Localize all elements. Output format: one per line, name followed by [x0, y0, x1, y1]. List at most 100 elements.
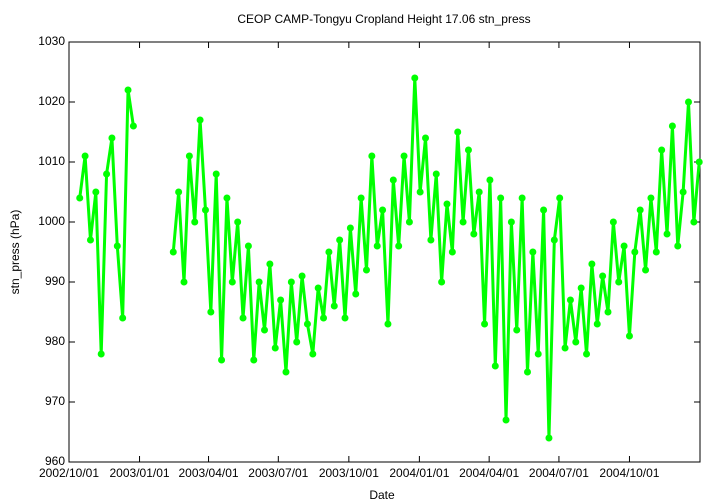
data-point [599, 272, 607, 280]
x-tick-label: 2003/01/01 [110, 466, 170, 480]
data-point [362, 266, 370, 274]
y-tick-label: 1010 [38, 154, 65, 168]
plot-frame [68, 41, 701, 463]
data-point [395, 242, 403, 250]
data-point [566, 296, 574, 304]
data-point [325, 248, 333, 256]
data-point [119, 314, 127, 322]
data-point [518, 194, 526, 202]
data-point [113, 242, 121, 250]
data-point [405, 218, 413, 226]
data-point [250, 356, 258, 364]
data-point [207, 308, 215, 316]
data-point [679, 188, 687, 196]
data-point [636, 206, 644, 214]
data-point [561, 344, 569, 352]
y-tick-label: 1030 [38, 34, 65, 48]
data-point [201, 206, 209, 214]
data-point [604, 308, 612, 316]
data-point [658, 146, 666, 154]
data-point [448, 248, 456, 256]
data-point [379, 206, 387, 214]
data-point [674, 242, 682, 250]
data-point [652, 248, 660, 256]
x-tick-label: 2004/01/01 [389, 466, 449, 480]
data-point [336, 236, 344, 244]
data-point [545, 434, 553, 442]
series-line [171, 77, 701, 439]
data-point [129, 122, 137, 130]
data-point [534, 350, 542, 358]
data-point [346, 224, 354, 232]
data-point [266, 260, 274, 268]
data-point [438, 278, 446, 286]
data-point [108, 134, 116, 142]
x-tick-label: 2003/04/01 [179, 466, 239, 480]
data-point [234, 218, 242, 226]
data-point [373, 242, 381, 250]
data-point [191, 218, 199, 226]
x-axis-label: Date [369, 488, 395, 502]
data-point [228, 278, 236, 286]
x-tick-label: 2004/04/01 [459, 466, 519, 480]
data-point [443, 200, 451, 208]
data-point [583, 350, 591, 358]
data-point [475, 188, 483, 196]
y-tick-label: 1020 [38, 94, 65, 108]
y-tick-label: 960 [45, 454, 65, 468]
data-point [282, 368, 290, 376]
data-point [97, 350, 105, 358]
data-point [695, 158, 703, 166]
data-point [540, 206, 548, 214]
data-point [368, 152, 376, 160]
data-point [486, 176, 494, 184]
x-tick-label: 2004/10/01 [599, 466, 659, 480]
y-axis-label: stn_press (hPa) [8, 210, 22, 295]
data-point [298, 272, 306, 280]
data-point [314, 284, 322, 292]
data-point [620, 242, 628, 250]
data-point [523, 368, 531, 376]
data-point [588, 260, 596, 268]
data-point [330, 302, 338, 310]
data-point [169, 248, 177, 256]
data-point [593, 320, 601, 328]
data-point [615, 278, 623, 286]
data-point [218, 356, 226, 364]
data-point [320, 314, 328, 322]
data-point [422, 134, 430, 142]
x-tick-label: 2003/07/01 [248, 466, 308, 480]
data-point [244, 242, 252, 250]
data-point [642, 266, 650, 274]
y-tick-label: 980 [45, 334, 65, 348]
data-point [529, 248, 537, 256]
data-point [507, 218, 515, 226]
data-point [76, 194, 84, 202]
data-point [185, 152, 193, 160]
data-point [277, 296, 285, 304]
data-point [196, 116, 204, 124]
data-point [389, 176, 397, 184]
data-point [303, 320, 311, 328]
data-point [309, 350, 317, 358]
data-point [550, 236, 558, 244]
data-point [609, 218, 617, 226]
data-point [255, 278, 263, 286]
x-tick-label: 2003/10/01 [319, 466, 379, 480]
data-point [261, 326, 269, 334]
data-point [470, 230, 478, 238]
data-point [175, 188, 183, 196]
data-point [497, 194, 505, 202]
data-point [427, 236, 435, 244]
data-point [293, 338, 301, 346]
data-point [92, 188, 100, 196]
data-point [432, 170, 440, 178]
data-point [663, 230, 671, 238]
data-point [464, 146, 472, 154]
data-point [86, 236, 94, 244]
data-point [491, 362, 499, 370]
data-point [223, 194, 231, 202]
data-point [647, 194, 655, 202]
data-point [416, 188, 424, 196]
